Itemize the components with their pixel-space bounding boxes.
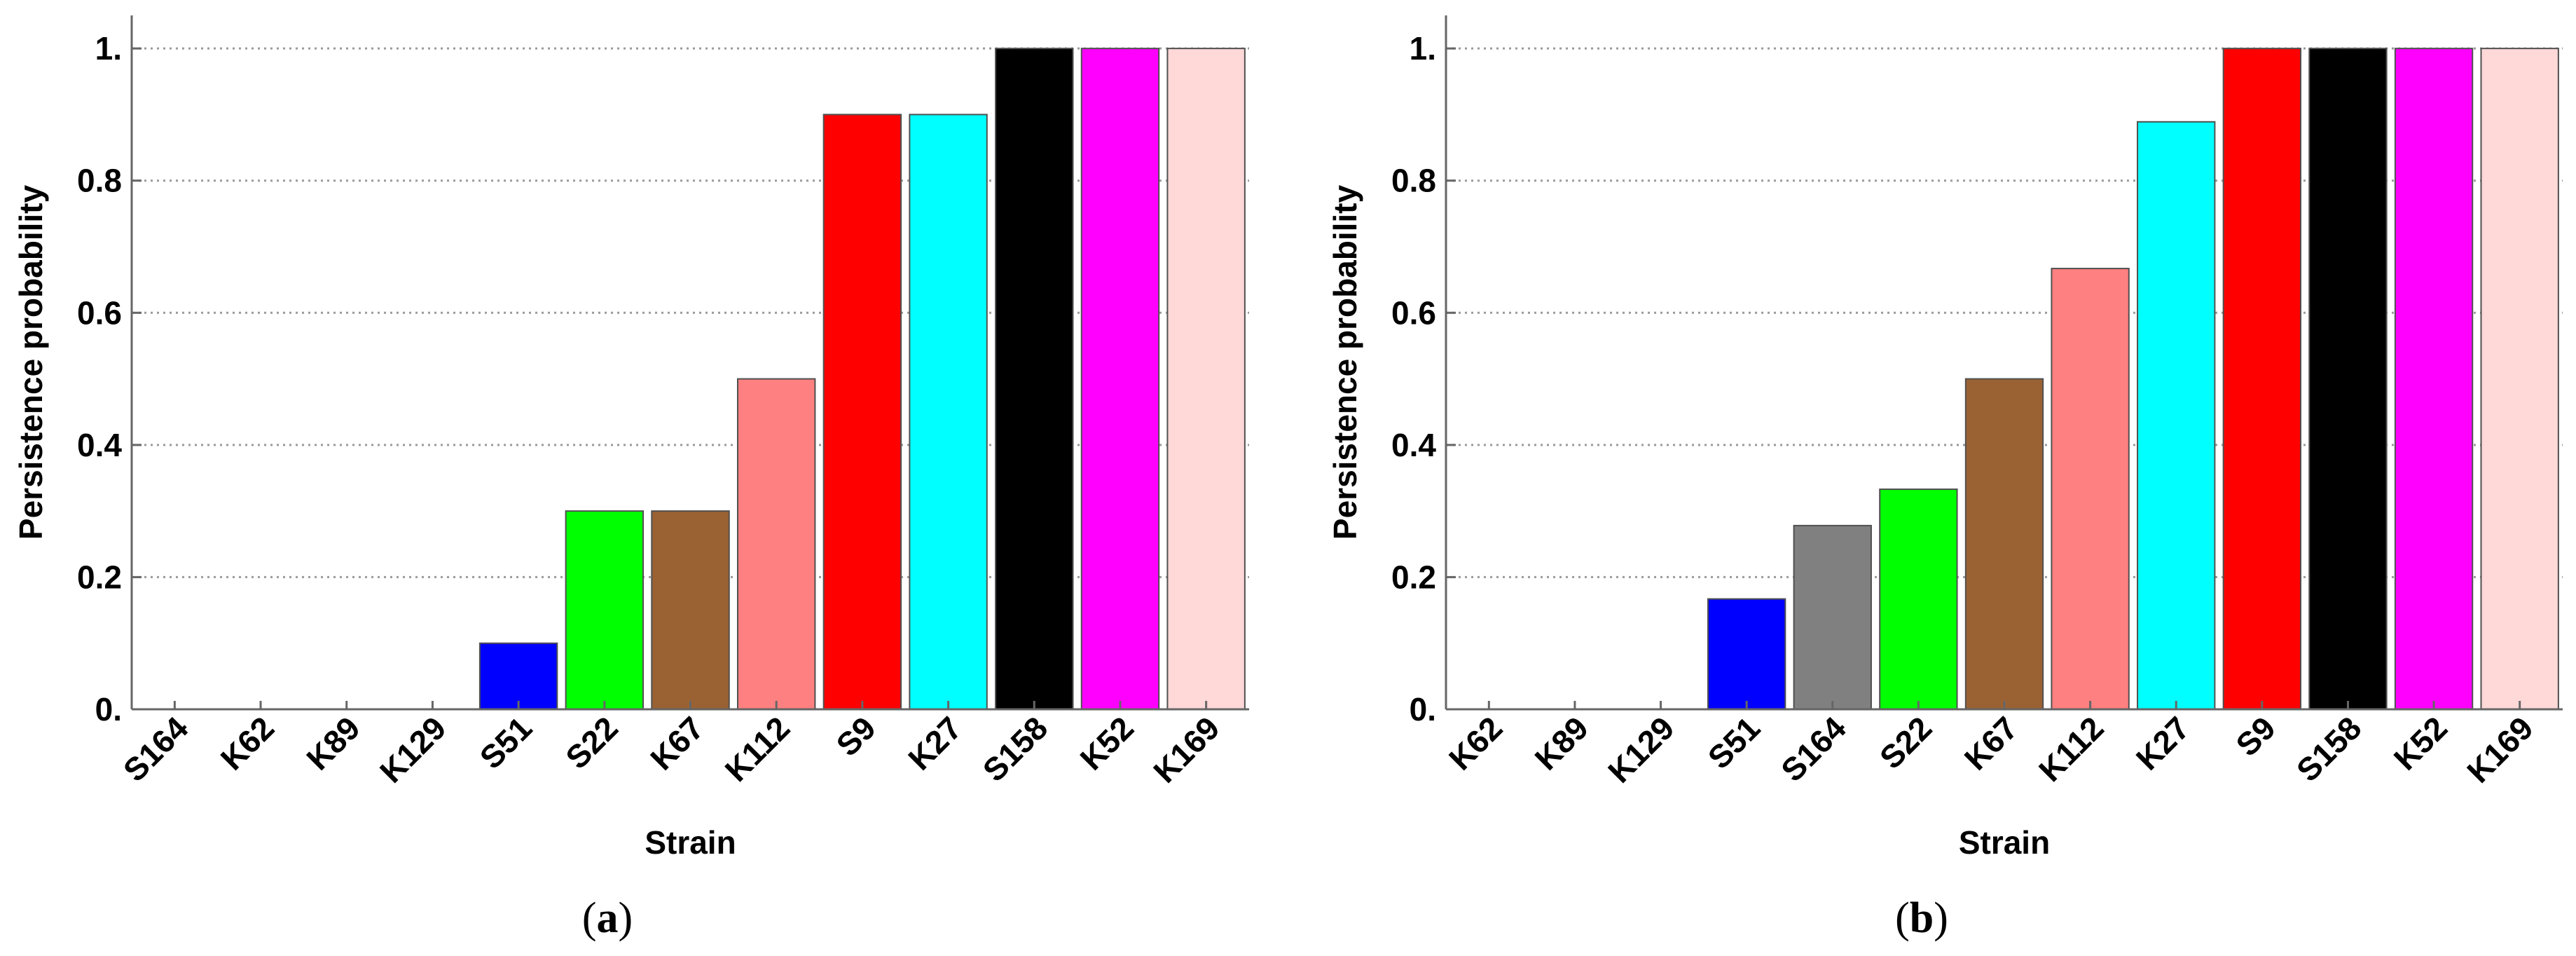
x-tick-label: K129: [1601, 709, 1681, 790]
x-tick-label: K52: [2387, 709, 2454, 777]
x-tick-label: S9: [2229, 709, 2282, 763]
x-tick-label: K27: [901, 709, 968, 777]
x-tick-label: S51: [1701, 709, 1768, 776]
chart-panel-b: 0.0.20.40.60.81.K62 K89 K129 S51 S164 S22 K67 K…: [1327, 15, 2563, 942]
bar-K27: [2137, 121, 2216, 711]
bar-S9: [822, 114, 902, 710]
y-tick-label: 0.6: [1391, 294, 1436, 331]
x-axis-title: Strain: [645, 824, 736, 861]
caption-letter: a: [597, 894, 619, 942]
panel-caption: (b): [1895, 894, 1948, 942]
x-tick-label: S9: [829, 709, 883, 763]
y-tick-label: 0.8: [77, 163, 122, 199]
x-tick-label: K67: [643, 709, 710, 777]
y-tick-label: 1.: [1410, 30, 1436, 67]
bar-K112: [2051, 268, 2130, 711]
x-tick-label: K67: [1957, 709, 2025, 777]
x-tick-label: S158: [2289, 709, 2369, 788]
y-tick-label: 0.4: [77, 427, 122, 463]
bar-K52: [1080, 48, 1160, 710]
x-tick-label: K112: [718, 709, 797, 788]
x-tick-label: S51: [473, 709, 539, 776]
x-tick-label: S22: [558, 709, 625, 776]
y-tick-label: 0.: [95, 691, 122, 728]
bar-K67: [1964, 378, 2044, 710]
y-tick-label: 0.6: [77, 294, 122, 331]
x-tick-label: S22: [1873, 709, 1939, 776]
x-tick-label: K89: [299, 709, 366, 777]
x-tick-label: K169: [2460, 709, 2540, 790]
y-tick-label: 0.2: [1391, 559, 1436, 595]
bar-K169: [2480, 48, 2559, 710]
bar-S22: [1879, 489, 1958, 710]
bar-K112: [736, 378, 816, 710]
bar-S158: [995, 48, 1074, 710]
x-tick-label: S158: [976, 709, 1055, 788]
x-tick-label: K169: [1146, 709, 1227, 790]
bar-S22: [565, 510, 645, 711]
y-tick-label: 1.: [95, 30, 122, 67]
x-tick-label: S164: [116, 709, 195, 788]
x-tick-label: K89: [1528, 709, 1595, 777]
x-tick-label: K52: [1073, 709, 1141, 777]
x-tick-label: S164: [1774, 709, 1853, 788]
bar-S158: [2308, 48, 2388, 710]
panel-caption: (a): [582, 894, 633, 942]
x-tick-label: K129: [373, 709, 453, 790]
bar-S51: [1707, 598, 1786, 710]
caption-letter: b: [1910, 894, 1934, 942]
bar-K27: [909, 114, 988, 710]
bar-S164: [1793, 524, 1872, 711]
y-axis-title: Persistence probability: [13, 184, 49, 540]
x-tick-label: K62: [214, 709, 281, 777]
y-tick-label: 0.: [1410, 691, 1436, 728]
bar-K52: [2394, 48, 2474, 710]
x-tick-label: K112: [2032, 709, 2111, 788]
bar-K169: [1166, 48, 1246, 710]
y-axis-title: Persistence probability: [1327, 184, 1363, 540]
y-tick-label: 0.4: [1391, 427, 1436, 463]
chart-panel-a: 0.0.20.40.60.81.S164 K62 K89 K129 S51 S22 K67 K…: [13, 15, 1249, 942]
bar-S51: [478, 642, 558, 711]
y-tick-label: 0.2: [77, 559, 122, 595]
x-axis-title: Strain: [1959, 824, 2050, 861]
bar-S9: [2222, 48, 2302, 710]
x-tick-label: K27: [2129, 709, 2196, 777]
x-tick-label: K62: [1442, 709, 1509, 777]
bar-K67: [651, 510, 730, 711]
y-tick-label: 0.8: [1391, 163, 1436, 199]
